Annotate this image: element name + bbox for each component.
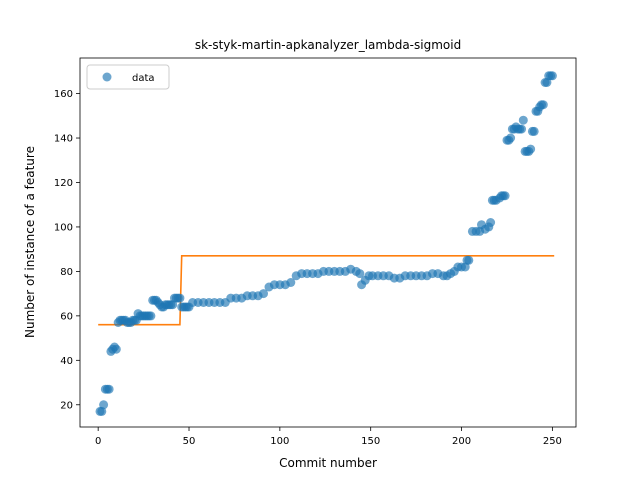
y-tick-label: 140 (54, 134, 73, 145)
chart-title: sk-styk-martin-apkanalyzer_lambda-sigmoi… (195, 38, 461, 52)
data-points-layer (95, 71, 557, 416)
y-axis: 20 40 60 80 100 120 140 160 (54, 89, 80, 411)
x-axis-label: Commit number (279, 456, 377, 470)
fit-line (98, 255, 555, 326)
y-tick-label: 20 (60, 400, 73, 411)
x-axis: 0 50 100 150 200 250 (95, 427, 562, 447)
y-tick-label: 80 (60, 267, 73, 278)
data-point (104, 384, 114, 394)
data-point (500, 191, 510, 201)
data-point (486, 218, 496, 227)
legend-label-data: data (132, 73, 155, 84)
x-tick-label: 150 (361, 436, 380, 447)
legend-marker-data (102, 72, 112, 82)
x-tick-label: 250 (543, 436, 562, 447)
data-point (175, 293, 185, 303)
data-point (517, 124, 526, 134)
x-tick-label: 0 (95, 436, 101, 447)
plot-frame (79, 57, 577, 428)
data-point (526, 144, 536, 154)
data-point (259, 289, 268, 299)
data-point (518, 115, 528, 125)
y-tick-label: 60 (60, 311, 73, 322)
x-tick-label: 100 (270, 436, 289, 447)
data-point (146, 311, 156, 321)
y-tick-label: 160 (54, 89, 73, 100)
y-tick-label: 40 (60, 356, 73, 367)
data-point (538, 100, 548, 110)
data-point (547, 71, 557, 81)
data-point (99, 400, 109, 410)
y-tick-label: 100 (54, 222, 73, 233)
legend: data (86, 64, 170, 90)
data-point (286, 278, 296, 287)
x-tick-label: 200 (452, 436, 471, 447)
data-point (355, 269, 365, 279)
y-tick-label: 120 (54, 178, 73, 189)
x-tick-label: 50 (183, 436, 196, 447)
plot-area (95, 71, 557, 416)
fit-line-layer (98, 255, 555, 326)
y-axis-label: Number of instance of a feature (23, 146, 37, 338)
legend-box (86, 64, 170, 90)
data-point (506, 133, 516, 143)
data-point (529, 126, 539, 136)
data-point (111, 344, 121, 354)
data-point (464, 255, 474, 265)
